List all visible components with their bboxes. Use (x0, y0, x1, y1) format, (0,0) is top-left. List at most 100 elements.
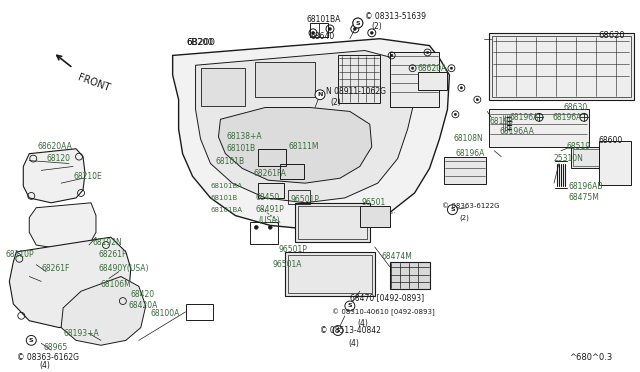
Text: 68600: 68600 (599, 137, 623, 145)
Bar (390, 52, 440, 106)
Text: 68474M: 68474M (381, 252, 413, 262)
Text: 68420A: 68420A (129, 301, 158, 311)
Circle shape (371, 31, 373, 34)
Bar (259, 149, 286, 166)
Circle shape (353, 18, 363, 28)
Bar (360, 206, 390, 227)
Text: (4): (4) (358, 319, 369, 328)
Bar (255, 62, 315, 97)
Text: 6B200: 6B200 (187, 38, 214, 47)
Text: 68193+A: 68193+A (63, 329, 99, 338)
Bar (285, 252, 375, 296)
Bar (298, 206, 367, 239)
Text: 68965: 68965 (44, 343, 67, 352)
Text: 68196A: 68196A (456, 149, 484, 158)
Bar (250, 222, 278, 244)
Text: 68196A: 68196A (553, 113, 582, 122)
Bar (200, 68, 245, 106)
Text: 68210E: 68210E (73, 172, 102, 181)
Circle shape (268, 225, 272, 229)
Text: 68450: 68450 (255, 193, 280, 202)
Text: S: S (348, 304, 352, 308)
Bar (599, 141, 630, 185)
Text: (2): (2) (460, 214, 469, 221)
Text: 68261FA: 68261FA (253, 169, 286, 178)
Bar (280, 164, 304, 179)
Text: 96501P: 96501P (278, 246, 307, 254)
Bar (295, 203, 370, 242)
Text: S: S (29, 338, 33, 343)
Circle shape (345, 301, 355, 311)
Text: N: N (317, 92, 323, 97)
Polygon shape (218, 108, 372, 183)
Text: (2): (2) (330, 98, 340, 107)
Text: © 08513-40842: © 08513-40842 (320, 326, 381, 335)
Text: 68519: 68519 (567, 142, 591, 151)
Text: (2): (2) (372, 22, 383, 32)
Text: 68110P: 68110P (5, 250, 34, 259)
Circle shape (315, 90, 325, 100)
Text: 68108N: 68108N (453, 134, 483, 144)
Text: 68261F: 68261F (99, 250, 127, 259)
Polygon shape (173, 39, 449, 229)
Text: 68101B: 68101B (227, 144, 255, 153)
Circle shape (450, 67, 452, 70)
Circle shape (312, 31, 314, 34)
Circle shape (412, 67, 414, 70)
Circle shape (26, 336, 36, 345)
Bar (259, 183, 284, 198)
Text: 68100A: 68100A (151, 310, 180, 318)
Text: 68106M: 68106M (101, 280, 132, 289)
Text: 68420: 68420 (131, 290, 155, 299)
Circle shape (426, 51, 429, 54)
Text: 68470 [0492-0893]: 68470 [0492-0893] (350, 294, 424, 302)
Text: 96501A: 96501A (272, 260, 301, 269)
Text: 68620A: 68620A (417, 64, 447, 73)
Text: S: S (356, 20, 360, 26)
Polygon shape (10, 237, 131, 328)
Text: © 08363-6122G: © 08363-6122G (442, 203, 500, 209)
Bar (338, 55, 380, 103)
Text: 68196A: 68196A (509, 113, 538, 122)
Text: 68101BA: 68101BA (211, 183, 243, 189)
Polygon shape (23, 149, 85, 203)
Text: 68640: 68640 (310, 32, 334, 41)
Circle shape (460, 87, 463, 89)
Text: FRONT: FRONT (76, 72, 111, 93)
Bar (444, 157, 486, 184)
Text: 68192N: 68192N (93, 238, 123, 247)
Circle shape (454, 113, 456, 116)
Text: 68193: 68193 (489, 117, 513, 126)
Text: 68475M: 68475M (569, 193, 600, 202)
Text: 96501: 96501 (362, 198, 386, 207)
Text: 68101B: 68101B (211, 195, 237, 201)
Bar (417, 72, 447, 90)
Bar (310, 23, 328, 37)
Bar (492, 36, 630, 97)
Circle shape (476, 99, 479, 101)
Text: ^680^0.3: ^680^0.3 (569, 353, 612, 362)
Text: 6B200: 6B200 (187, 38, 216, 47)
Text: 68111M: 68111M (288, 142, 319, 151)
Text: 68490Y(USA): 68490Y(USA) (99, 264, 150, 273)
Text: 68101B: 68101B (216, 157, 244, 166)
Circle shape (333, 326, 343, 336)
Circle shape (254, 225, 259, 229)
Text: 68196AB: 68196AB (569, 182, 604, 190)
Text: 68620: 68620 (599, 31, 625, 40)
Text: 68196AA: 68196AA (499, 126, 534, 135)
Text: 68620AA: 68620AA (37, 142, 72, 151)
Text: © 08363-6162G: © 08363-6162G (17, 353, 79, 362)
Bar (186, 304, 214, 320)
Circle shape (390, 54, 393, 57)
Text: 96501P: 96501P (290, 195, 319, 204)
Circle shape (447, 205, 458, 215)
Text: 68101BA: 68101BA (211, 207, 243, 213)
Text: 68630: 68630 (564, 103, 588, 112)
Bar (288, 255, 372, 293)
Bar (390, 262, 429, 289)
Polygon shape (29, 203, 96, 249)
Text: 68261F: 68261F (41, 264, 70, 273)
Text: (USA): (USA) (259, 216, 280, 225)
Bar (489, 109, 589, 147)
